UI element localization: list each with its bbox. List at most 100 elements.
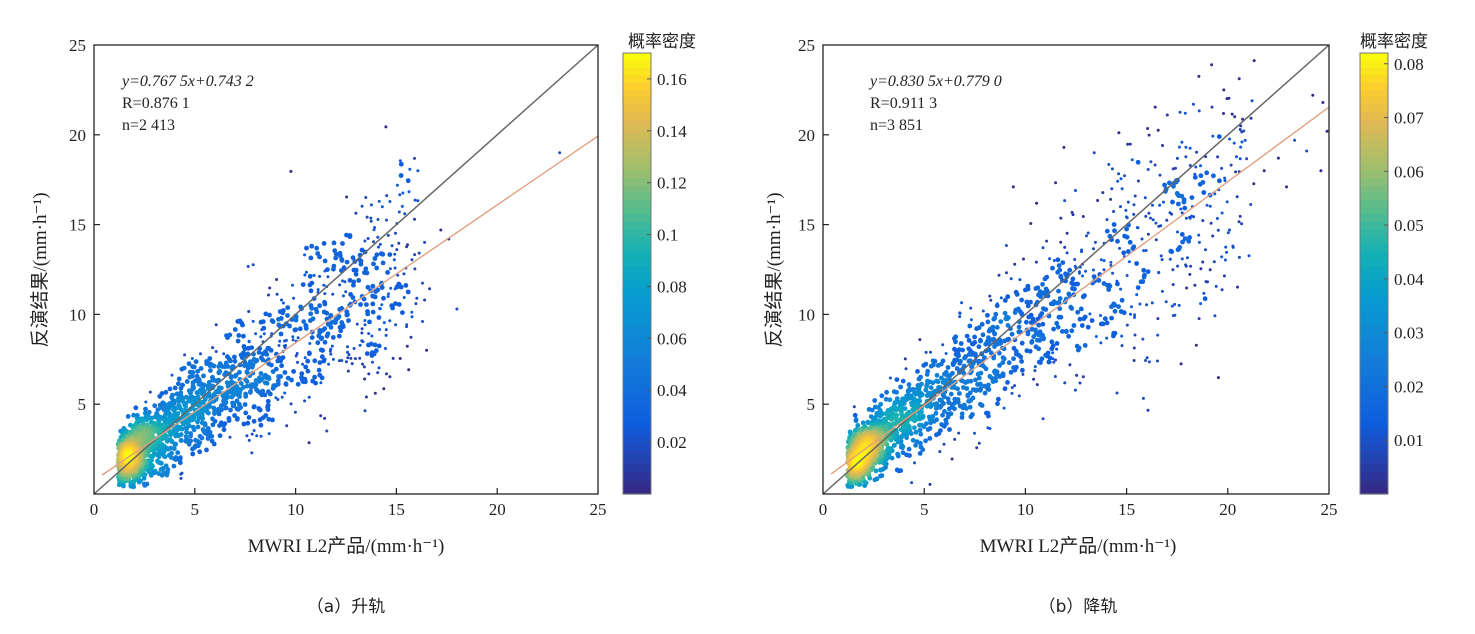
scatter-point — [398, 284, 404, 290]
scatter-point — [299, 371, 305, 376]
scatter-point — [942, 442, 946, 446]
scatter-point — [1057, 267, 1063, 273]
scatter-point — [250, 451, 254, 455]
scatter-point — [1228, 228, 1231, 232]
scatter-point — [365, 215, 369, 219]
scatter-point — [1033, 369, 1037, 373]
scatter-point — [1141, 396, 1145, 400]
scatter-point — [1171, 283, 1175, 287]
scatter-point — [1041, 417, 1045, 421]
colorbar-segment — [623, 67, 651, 76]
colorbar-tick-label: 0.04 — [657, 381, 687, 400]
colorbar-tick-label: 0.08 — [657, 277, 687, 296]
scatter-point — [218, 385, 224, 391]
scatter-point — [1165, 113, 1169, 117]
scatter-point — [144, 400, 148, 404]
annotation-r-a: R=0.876 1 — [122, 95, 190, 112]
scatter-point — [1180, 140, 1184, 144]
scatter-point — [900, 378, 906, 384]
scatter-point — [1016, 329, 1022, 335]
colorbar-tick-label: 0.02 — [1394, 377, 1424, 396]
scatter-point — [983, 366, 989, 372]
scatter-point — [855, 423, 861, 428]
colorbar-segment — [623, 317, 651, 326]
scatter-point — [914, 439, 920, 444]
scatter-point — [1069, 328, 1075, 334]
scatter-point — [1145, 303, 1149, 307]
scatter-point — [976, 344, 982, 350]
y-tick-label: 25 — [798, 36, 815, 55]
scatter-point — [183, 353, 187, 357]
scatter-point — [365, 284, 371, 290]
scatter-point — [278, 339, 282, 343]
scatter-point — [1063, 271, 1068, 277]
scatter-point — [1048, 257, 1052, 261]
scatter-point — [1150, 301, 1154, 305]
scatter-point — [205, 403, 211, 409]
plot-frame-a — [93, 44, 599, 495]
scatter-point — [952, 406, 957, 412]
scatter-point — [201, 373, 206, 379]
colorbar-segment — [623, 82, 651, 91]
colorbar-segment — [1360, 317, 1388, 326]
scatter-point — [1199, 164, 1202, 168]
colorbar-segment — [1360, 200, 1388, 208]
scatter-point — [1115, 281, 1120, 287]
scatter-point — [900, 450, 906, 456]
scatter-point — [1276, 156, 1280, 160]
scatter-point — [948, 391, 954, 397]
scatter-point — [1109, 260, 1113, 264]
scatter-point — [1171, 183, 1176, 189]
scatter-point — [970, 412, 975, 417]
scatter-point — [229, 387, 235, 393]
scatter-point — [1115, 391, 1119, 395]
scatter-point — [249, 364, 255, 370]
scatter-point — [994, 325, 1000, 330]
scatter-point — [347, 277, 353, 283]
scatter-point — [120, 483, 126, 488]
scatter-point — [1080, 248, 1084, 252]
scatter-point — [1004, 244, 1008, 247]
scatter-point — [1201, 190, 1207, 195]
scatter-point — [1222, 112, 1225, 115]
scatter-point — [235, 319, 241, 324]
scatter-point — [303, 364, 309, 370]
scatter-point — [191, 364, 197, 370]
colorbar-segment — [1360, 229, 1388, 238]
colorbar-segment — [1360, 60, 1388, 69]
scatter-point — [1043, 286, 1049, 292]
scatter-point — [1177, 303, 1181, 307]
scatter-point — [197, 449, 203, 455]
colorbar-segment — [1360, 398, 1388, 407]
scatter-point — [973, 377, 978, 383]
scatter-point — [1115, 238, 1120, 244]
scatter-point — [1002, 406, 1006, 410]
scatter-point — [307, 441, 311, 445]
scatter-point — [251, 418, 257, 424]
scatter-point — [940, 380, 946, 385]
scatter-point — [255, 434, 259, 438]
colorbar-segment — [1360, 486, 1388, 495]
scatter-point — [188, 390, 193, 396]
scatter-point — [1293, 138, 1297, 142]
colorbar-segment — [623, 214, 651, 223]
scatter-point — [1184, 263, 1188, 267]
colorbar-segment — [1360, 111, 1388, 120]
scatter-point — [405, 178, 411, 184]
scatter-point — [216, 406, 221, 412]
scatter-point — [899, 442, 905, 448]
scatter-point — [1034, 260, 1038, 264]
scatter-point — [315, 340, 321, 346]
scatter-point — [1204, 170, 1210, 176]
scatter-point — [957, 431, 961, 435]
scatter-point — [307, 351, 312, 357]
scatter-point — [408, 167, 412, 171]
scatter-point — [234, 398, 240, 404]
scatter-point — [976, 375, 982, 381]
scatter-point — [181, 365, 187, 371]
scatter-point — [372, 228, 376, 232]
y-tick-label: 20 — [798, 126, 815, 145]
scatter-point — [966, 358, 972, 364]
colorbar-segment — [623, 266, 651, 275]
scatter-point — [1189, 195, 1195, 201]
